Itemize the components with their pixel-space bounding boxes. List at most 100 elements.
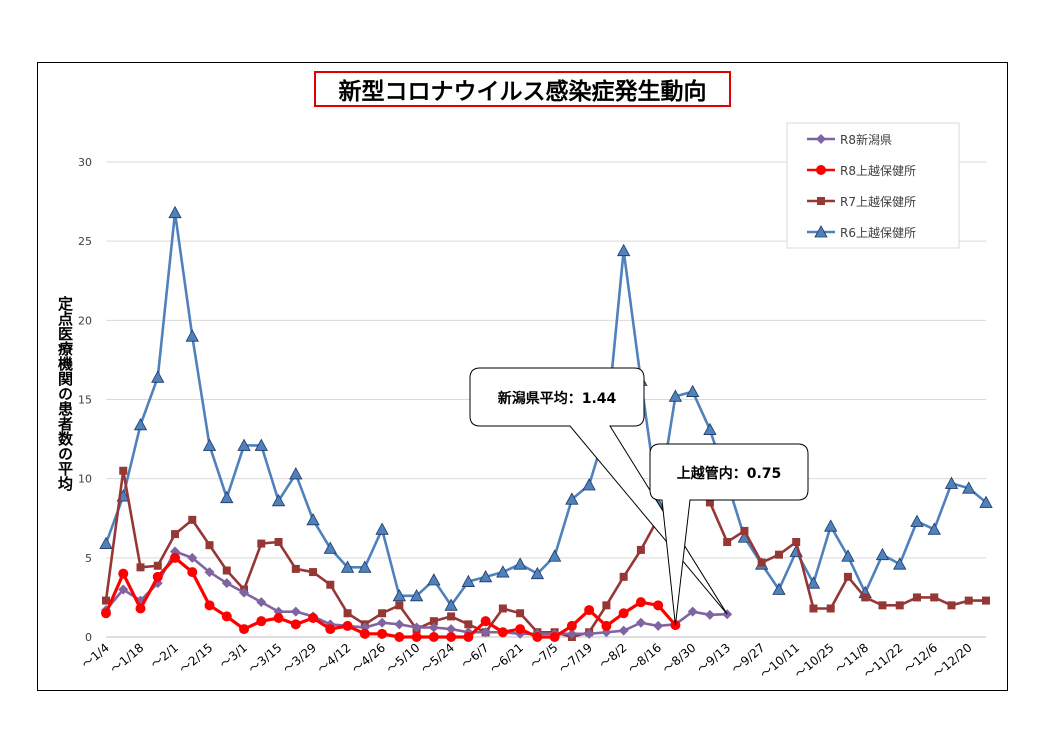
legend-label: R8新潟県: [840, 132, 892, 147]
data-point: [202, 438, 217, 451]
x-tick-label: ～1/4: [79, 641, 112, 672]
data-point: [447, 612, 456, 621]
data-point: [323, 541, 337, 554]
data-point: [618, 608, 629, 619]
data-point: [635, 597, 646, 608]
data-point: [136, 563, 145, 572]
x-tick-label: ～2/15: [177, 641, 216, 677]
x-tick-label: ～7/5: [528, 641, 561, 672]
data-point: [816, 165, 826, 175]
data-point: [530, 566, 545, 580]
data-point: [843, 572, 852, 581]
series-line: [104, 556, 677, 639]
callout: 上越管内：0.75: [649, 443, 809, 626]
data-point: [704, 609, 715, 620]
x-tick-label: ～11/22: [861, 641, 906, 682]
data-point: [816, 134, 826, 144]
series-line: [104, 469, 986, 639]
data-point: [204, 567, 215, 578]
data-point: [411, 632, 422, 642]
data-point: [497, 627, 508, 638]
data-point: [168, 205, 182, 219]
data-point: [118, 568, 129, 579]
x-tick-label: ～1/18: [108, 641, 147, 677]
data-point: [635, 617, 646, 628]
data-point: [653, 620, 664, 631]
data-point: [239, 587, 250, 598]
data-point: [273, 613, 284, 623]
data-point: [99, 536, 113, 549]
x-tick-label: ～6/7: [459, 641, 492, 672]
data-point: [254, 438, 268, 451]
data-point: [220, 490, 234, 504]
data-point: [188, 515, 197, 524]
data-point: [135, 603, 146, 614]
data-point: [566, 620, 577, 631]
data-point: [513, 557, 527, 570]
data-point: [325, 624, 336, 635]
series-1: [101, 552, 681, 642]
data-point: [359, 628, 370, 639]
chart-frame: [37, 62, 1008, 691]
x-tick-label: ～8/16: [625, 641, 664, 677]
data-point: [102, 596, 110, 605]
data-point: [549, 632, 560, 642]
data-point: [480, 616, 491, 627]
data-point: [461, 574, 476, 587]
data-point: [705, 498, 714, 507]
gridlines: [106, 161, 986, 638]
data-point: [841, 549, 855, 562]
legend: R8新潟県 R8上越保健所 R7上越保健所 R6上越保健所: [786, 122, 960, 249]
data-point: [757, 558, 766, 567]
data-point: [153, 561, 162, 570]
data-point: [187, 552, 198, 563]
x-axis-ticks: ～1/4～1/18 ～2/1～2/15 ～3/1～3/15～3/29～4/12～4/…: [79, 641, 975, 682]
data-point: [516, 609, 525, 618]
data-point: [271, 493, 286, 507]
data-point: [289, 467, 303, 480]
data-point: [444, 598, 458, 611]
data-point: [565, 492, 579, 505]
data-point: [618, 625, 629, 636]
data-point: [824, 519, 838, 532]
data-point: [358, 560, 372, 573]
x-tick-label: ～3/1: [217, 641, 250, 672]
data-point: [151, 370, 165, 383]
data-point: [480, 627, 491, 638]
data-point: [239, 624, 250, 635]
data-point: [274, 538, 283, 546]
data-point: [582, 478, 596, 491]
data-point: [446, 632, 457, 642]
x-tick-label: ～8/30: [660, 641, 699, 677]
data-point: [809, 604, 818, 613]
data-point: [964, 596, 973, 605]
data-point: [392, 588, 407, 602]
data-point: [685, 384, 700, 397]
data-point: [291, 564, 300, 573]
data-point: [532, 632, 543, 642]
data-point: [152, 571, 163, 582]
data-point: [653, 600, 664, 611]
x-tick-label: ～9/13: [694, 641, 733, 677]
y-tick-label: 5: [85, 552, 92, 565]
x-tick-label: ～2/1: [148, 641, 181, 672]
chart-title: 新型コロナウイルス感染症発生動向: [314, 71, 731, 107]
x-tick-label: ～10/25: [792, 641, 837, 682]
data-point: [703, 422, 717, 435]
callout-label: 上越管内：0.75: [677, 465, 782, 482]
y-tick-label: 15: [78, 394, 92, 407]
data-point: [817, 197, 825, 205]
data-point: [204, 600, 215, 611]
data-point: [428, 632, 439, 642]
legend-label: R8上越保健所: [840, 164, 916, 178]
legend-item: R8新潟県: [807, 132, 892, 147]
series-2: [102, 466, 990, 641]
x-tick-label: ～5/24: [418, 641, 457, 677]
data-point: [185, 329, 199, 342]
data-point: [826, 604, 835, 613]
data-point: [237, 438, 251, 451]
data-point: [947, 601, 956, 610]
data-point: [668, 389, 683, 402]
x-tick-label: ～3/15: [246, 641, 285, 677]
